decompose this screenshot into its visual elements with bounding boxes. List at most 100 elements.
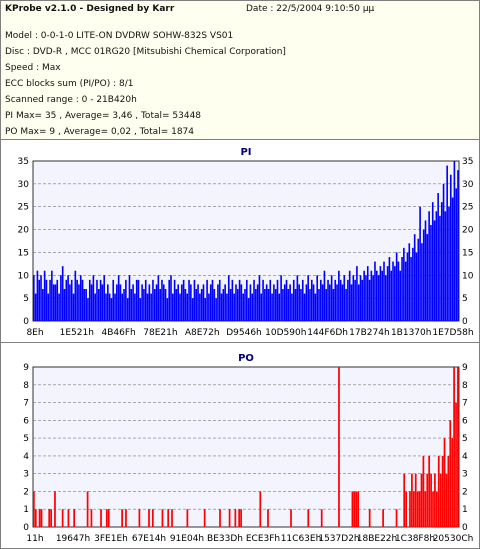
scan-date: Date : 22/5/2004 9:10:50 μμ	[246, 4, 375, 14]
y-tick-label-left: 15	[18, 248, 29, 258]
y-tick-label-right: 8	[462, 381, 468, 391]
data-bar	[166, 298, 169, 321]
data-bar	[33, 491, 35, 527]
y-tick-label-left: 1	[23, 505, 29, 515]
data-bar	[251, 293, 254, 321]
po-chart: PO 0 0 1 1 2 2 3 3 4 4 5 5 6 6 7 7 8 8 9 9 11h 19647h 3FE1Eh 67E…	[23, 353, 473, 544]
data-bar	[310, 279, 313, 321]
data-bar	[220, 293, 223, 321]
data-bar	[312, 284, 315, 321]
data-bar	[419, 206, 421, 321]
data-bar	[253, 279, 255, 321]
po-summary: PO Max= 9 , Average= 0,02 , Total= 1874	[5, 127, 194, 137]
data-bar	[434, 473, 436, 527]
po-chart-panel: PO 0 0 1 1 2 2 3 3 4 4 5 5 6 6 7 7 8 8 9 9 11h 19647h 3FE1Eh 67E…	[1, 347, 479, 548]
data-bar	[63, 289, 66, 321]
data-bar	[40, 509, 43, 527]
data-bar	[60, 275, 62, 321]
data-bar	[424, 220, 427, 321]
data-bar	[125, 279, 127, 321]
data-bar	[276, 279, 279, 321]
drive-model: Model : 0-0-1-0 LITE-ON DVDRW SOHW-832S …	[5, 31, 234, 41]
data-bar	[182, 279, 185, 321]
data-bar	[188, 279, 190, 321]
data-bar	[49, 279, 51, 321]
x-tick-label: 1537D2h	[318, 534, 359, 544]
data-bar	[45, 279, 48, 321]
data-bar	[298, 284, 300, 321]
y-tick-label-right: 5	[462, 434, 468, 444]
data-bar	[137, 279, 140, 321]
data-bar	[379, 266, 382, 321]
data-bar	[408, 243, 411, 321]
y-tick-label-left: 8	[23, 381, 29, 391]
y-tick-label-left: 4	[23, 452, 29, 462]
data-bar	[179, 293, 181, 321]
x-tick-label: 144F6Dh	[307, 328, 348, 338]
data-bar	[280, 275, 282, 321]
y-tick-label-left: 20	[18, 226, 30, 236]
y-tick-label-left: 6	[23, 416, 29, 426]
data-bar	[455, 402, 457, 527]
data-bar	[327, 279, 329, 321]
app-title: KProbe v2.1.0 - Designed by Karr	[5, 4, 175, 14]
data-bar	[395, 252, 398, 321]
data-bar	[119, 284, 122, 321]
x-tick-label: BE33Dh	[207, 534, 243, 544]
y-tick-label-left: 9	[23, 363, 29, 373]
data-bar	[181, 284, 183, 321]
data-bar	[54, 491, 56, 527]
x-tick-label: 19647h	[56, 534, 90, 544]
data-bar	[455, 188, 458, 321]
data-bar	[415, 252, 418, 321]
data-bar	[97, 289, 100, 321]
data-bar	[99, 279, 102, 321]
data-bar	[417, 238, 420, 321]
data-bar	[240, 509, 242, 527]
data-bar	[259, 491, 262, 527]
data-bar	[87, 298, 89, 321]
x-tick-label: 78E21h	[143, 328, 177, 338]
data-bar	[52, 284, 55, 321]
data-bar	[228, 509, 231, 527]
data-bar	[67, 509, 70, 527]
data-bar	[320, 509, 323, 527]
y-tick-label-left: 25	[18, 203, 29, 213]
data-bar	[430, 225, 432, 321]
data-bar	[283, 284, 286, 321]
data-bar	[431, 202, 434, 321]
data-bar	[388, 257, 391, 321]
data-bar	[61, 509, 64, 527]
data-bar	[224, 284, 226, 321]
data-bar	[51, 270, 53, 321]
data-bar	[191, 298, 194, 321]
disc-info: Disc : DVD-R , MCC 01RG20 [Mitsubishi Ch…	[5, 47, 286, 57]
data-bar	[264, 289, 266, 321]
data-bar	[368, 509, 371, 527]
data-bar	[382, 509, 384, 527]
data-bar	[296, 275, 299, 321]
data-bar	[79, 275, 82, 321]
y-tick-label-right: 0	[462, 523, 468, 533]
x-tick-label: 3FE1Eh	[94, 534, 128, 544]
data-bar	[359, 275, 362, 321]
data-bar	[334, 279, 337, 321]
data-bar	[90, 509, 93, 527]
data-bar	[383, 261, 385, 321]
data-bar	[117, 275, 120, 321]
data-bar	[130, 289, 133, 321]
data-bar	[365, 275, 367, 321]
y-tick-label-right: 20	[462, 226, 474, 236]
scanned-range: Scanned range : 0 - 21B420h	[5, 95, 137, 105]
data-bar	[442, 183, 445, 321]
data-bar	[219, 509, 221, 527]
y-tick-label-right: 10	[462, 271, 474, 281]
plot-area	[32, 366, 460, 528]
data-bar	[262, 279, 264, 321]
data-bar	[457, 170, 459, 321]
data-bar	[355, 491, 358, 527]
data-bar	[195, 289, 198, 321]
data-bar	[235, 284, 237, 321]
x-tick-label: 1E521h	[60, 328, 94, 338]
data-bar	[157, 275, 160, 321]
